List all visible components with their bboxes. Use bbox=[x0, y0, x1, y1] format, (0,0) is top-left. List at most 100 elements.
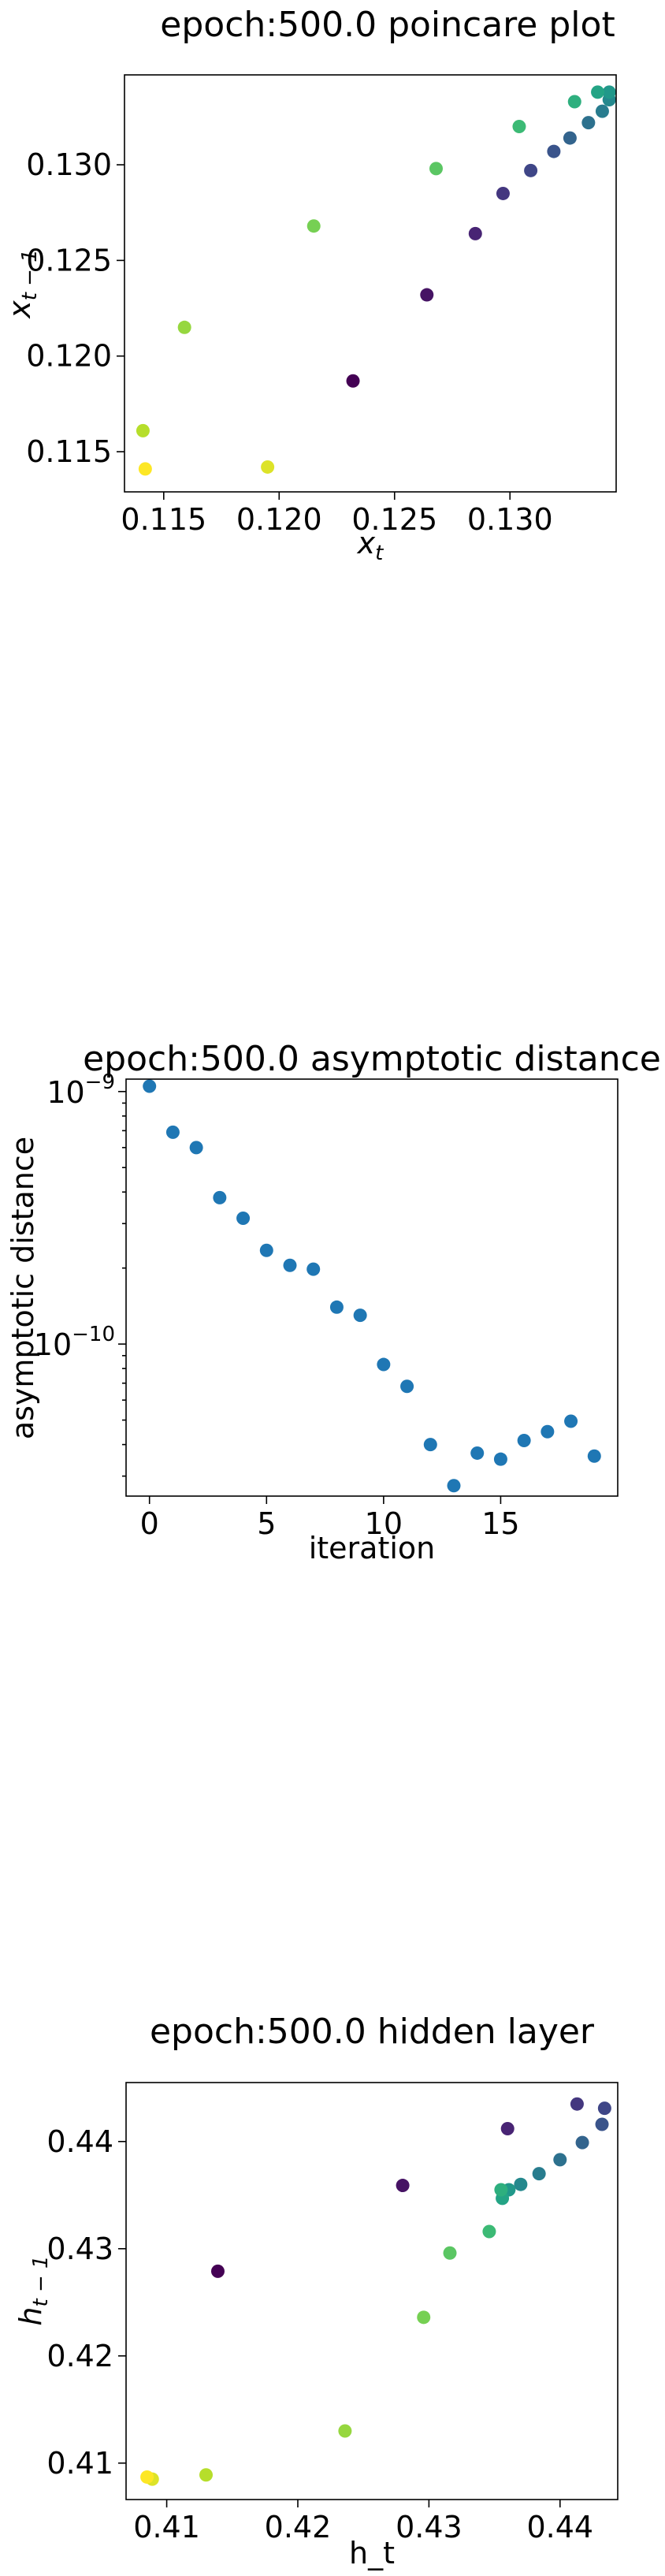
data-point-0 bbox=[346, 374, 360, 388]
hidden-layer-chart: epoch:500.0 hidden layer 0.41 0.42 0.43 0.4… bbox=[13, 2012, 619, 2570]
data-point-3 bbox=[213, 1190, 227, 1204]
data-point-7 bbox=[581, 116, 596, 130]
data-point-18 bbox=[564, 1414, 578, 1428]
data-point-14 bbox=[470, 1446, 485, 1460]
data-point-4 bbox=[597, 2101, 611, 2116]
data-point-1 bbox=[420, 288, 434, 302]
plot-frame bbox=[124, 74, 617, 493]
scatter-points bbox=[143, 1079, 601, 1493]
x-tick-label-0: 0 bbox=[140, 1506, 159, 1541]
y-axis-label: xt − 1 bbox=[2, 249, 42, 319]
data-point-7 bbox=[306, 1262, 321, 1276]
data-point-5 bbox=[595, 2117, 609, 2131]
data-point-2 bbox=[189, 1141, 203, 1155]
data-point-0 bbox=[210, 2264, 225, 2278]
data-point-17 bbox=[136, 423, 150, 437]
poincare-plot-chart: epoch:500.0 poincare plot 0.115 0.120 0.12… bbox=[2, 5, 617, 565]
y-tick-label-2: 0.125 bbox=[26, 243, 112, 277]
data-point-19 bbox=[138, 462, 152, 476]
data-point-5 bbox=[547, 144, 561, 158]
x-tick-label-2: 0.43 bbox=[396, 2510, 463, 2544]
y-axis-label: ht − 1 bbox=[13, 2255, 53, 2325]
data-point-11 bbox=[400, 1379, 414, 1394]
data-point-12 bbox=[567, 95, 581, 109]
chart-title: epoch:500.0 hidden layer bbox=[150, 2012, 595, 2052]
scatter-points bbox=[140, 2097, 611, 2486]
data-point-15 bbox=[417, 2310, 431, 2325]
x-tick-label-1: 0.120 bbox=[236, 502, 322, 537]
chart-title: epoch:500.0 poincare plot bbox=[160, 5, 615, 45]
data-point-1 bbox=[165, 1125, 180, 1139]
data-point-18 bbox=[261, 460, 275, 474]
data-point-8 bbox=[532, 2167, 546, 2181]
x-axis-label: xt bbox=[357, 526, 385, 565]
x-axis-ticks: 0.41 0.42 0.43 0.44 bbox=[133, 2500, 593, 2544]
x-tick-label-1: 0.42 bbox=[265, 2510, 332, 2544]
data-point-3 bbox=[496, 186, 510, 200]
y-tick-label-1: 0.120 bbox=[26, 339, 112, 374]
y-tick-label-0: 0.41 bbox=[46, 2446, 113, 2481]
data-point-11 bbox=[591, 85, 605, 99]
data-point-16 bbox=[517, 1433, 531, 1447]
x-axis-ticks: 0 5 10 15 bbox=[140, 1496, 520, 1541]
y-axis-label-main: x bbox=[2, 300, 37, 319]
data-point-19 bbox=[140, 2470, 154, 2484]
y-axis-label-sub: t − 1 bbox=[18, 249, 42, 300]
y-tick-label-1: 10−9 bbox=[46, 1070, 115, 1110]
data-point-13 bbox=[512, 120, 526, 134]
y-axis-label-sub: t − 1 bbox=[29, 2255, 53, 2306]
x-axis-label-main: x bbox=[357, 526, 376, 560]
data-point-13 bbox=[482, 2224, 496, 2239]
data-point-12 bbox=[423, 1438, 437, 1452]
plot-frame bbox=[125, 2082, 619, 2500]
x-tick-label-2: 0.125 bbox=[351, 502, 437, 537]
data-point-16 bbox=[177, 320, 191, 334]
x-tick-label-0: 0.41 bbox=[133, 2510, 200, 2544]
data-point-8 bbox=[329, 1300, 344, 1314]
data-point-17 bbox=[541, 1424, 555, 1439]
y-tick-label-3: 0.44 bbox=[46, 2124, 113, 2159]
y-tick-label-1: 0.42 bbox=[46, 2339, 113, 2373]
data-point-15 bbox=[493, 1452, 507, 1466]
data-point-6 bbox=[575, 2135, 589, 2150]
y-axis-ticks: 0.41 0.42 0.43 0.44 bbox=[46, 2124, 126, 2481]
plot-frame bbox=[125, 1078, 619, 1497]
x-tick-label-3: 0.44 bbox=[526, 2510, 593, 2544]
data-point-7 bbox=[553, 2153, 567, 2167]
y-tick-label-0: 0.115 bbox=[26, 434, 112, 469]
chart-title: epoch:500.0 asymptotic distance bbox=[83, 1039, 661, 1079]
data-point-17 bbox=[199, 2468, 214, 2482]
x-axis-label: h_t bbox=[349, 2536, 395, 2570]
x-tick-label-0: 0.115 bbox=[121, 502, 206, 537]
y-tick-label-2: 0.43 bbox=[46, 2232, 113, 2266]
x-axis-label: iteration bbox=[309, 1531, 436, 1565]
data-point-13 bbox=[447, 1479, 461, 1493]
y-axis-label: asymptotic distance bbox=[6, 1137, 40, 1439]
data-point-14 bbox=[429, 162, 443, 176]
data-point-16 bbox=[338, 2424, 352, 2438]
asymptotic-distance-chart: epoch:500.0 asymptotic distance 0 5 10 15 1… bbox=[6, 1039, 661, 1565]
x-tick-label-3: 0.130 bbox=[467, 502, 553, 537]
data-point-4 bbox=[524, 163, 538, 177]
data-point-2 bbox=[500, 2121, 515, 2135]
data-point-10 bbox=[377, 1357, 391, 1372]
data-point-0 bbox=[143, 1079, 157, 1093]
x-axis-label-sub: t bbox=[375, 542, 384, 565]
data-point-6 bbox=[563, 131, 577, 145]
data-point-1 bbox=[396, 2179, 410, 2193]
data-point-8 bbox=[595, 104, 609, 118]
data-point-5 bbox=[259, 1243, 273, 1257]
data-point-6 bbox=[283, 1258, 297, 1272]
y-tick-label-3: 0.130 bbox=[26, 147, 112, 182]
y-axis-label-main: h bbox=[13, 2306, 48, 2325]
x-axis-ticks: 0.115 0.120 0.125 0.130 bbox=[121, 492, 553, 537]
y-axis-ticks: 0.115 0.120 0.125 0.130 bbox=[26, 147, 124, 469]
x-tick-label-2: 10 bbox=[365, 1506, 403, 1541]
data-point-9 bbox=[514, 2177, 528, 2191]
x-tick-label-1: 5 bbox=[257, 1506, 276, 1541]
data-point-2 bbox=[468, 226, 482, 240]
data-point-4 bbox=[236, 1211, 251, 1225]
data-point-9 bbox=[353, 1308, 367, 1323]
data-point-12 bbox=[494, 2183, 508, 2197]
